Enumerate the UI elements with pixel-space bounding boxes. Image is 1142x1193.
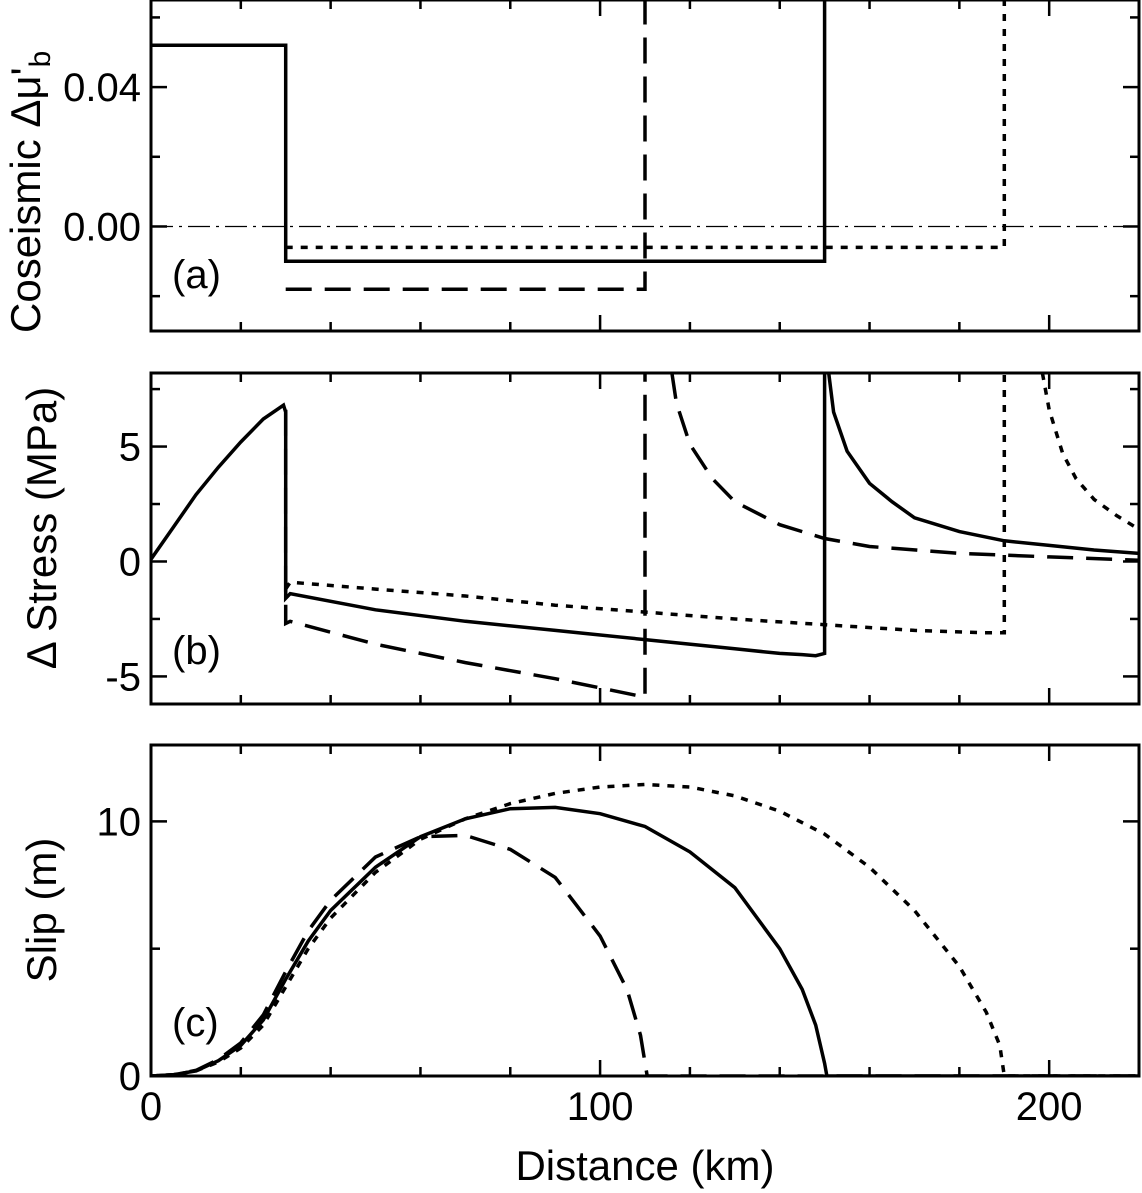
panel-c-ylabel: Slip (m)	[18, 838, 65, 983]
series-dotted-line	[1040, 373, 1139, 531]
series-solid-line	[826, 373, 1139, 556]
series-solid-line	[151, 805, 1139, 1076]
x-tick-label: 0	[140, 1085, 162, 1129]
panel-b-tag: (b)	[172, 629, 221, 673]
panel-a-ylabel: Coseismic Δμ'b	[2, 51, 57, 333]
x-tick-label: 100	[567, 1085, 634, 1129]
panel-a-frame	[149, 0, 1141, 333]
panel-b: 5 0 -5 (b) Δ Stress (MPa)	[18, 371, 1141, 706]
series-dotted-line	[284, 373, 1007, 635]
x-axis-title: Distance (km)	[515, 1142, 774, 1189]
panel-b-series	[151, 373, 1139, 700]
panel-c-series	[151, 782, 1139, 1076]
panel-a-ylabel-main: Coseismic Δμ'	[2, 67, 49, 333]
series-solid-line	[151, 373, 827, 658]
series-dotted-line	[151, 782, 1139, 1076]
y-tick-label: 0.04	[63, 66, 141, 110]
x-tick-label: 200	[1016, 1085, 1083, 1129]
series-dashed-line	[670, 373, 1139, 563]
y-tick-label: -5	[105, 655, 141, 699]
panel-b-ylabel: Δ Stress (MPa)	[18, 387, 65, 669]
panel-c-tag: (c)	[172, 1001, 219, 1045]
panel-a-ylabel-sub: b	[24, 51, 57, 68]
y-tick-label: 0.00	[63, 205, 141, 249]
y-tick-label: 0	[119, 1055, 141, 1099]
y-tick-label: 5	[119, 426, 141, 470]
panel-c: 10 0 0 100 200 (c) Slip (m) Distance (km…	[18, 743, 1141, 1189]
panel-a: 0.04 0.00 (a) Coseismic Δμ'b	[2, 0, 1141, 333]
series-dashed-line	[283, 373, 647, 700]
y-tick-label: 0	[119, 540, 141, 584]
series-solid-line	[151, 0, 827, 264]
panel-c-frame	[149, 743, 1141, 1078]
series-dashed-line	[285, 0, 647, 291]
y-tick-label: 10	[97, 800, 142, 844]
panel-a-series	[151, 0, 1007, 291]
panel-a-tag: (a)	[172, 253, 221, 297]
series-dashed-line	[151, 833, 1139, 1076]
